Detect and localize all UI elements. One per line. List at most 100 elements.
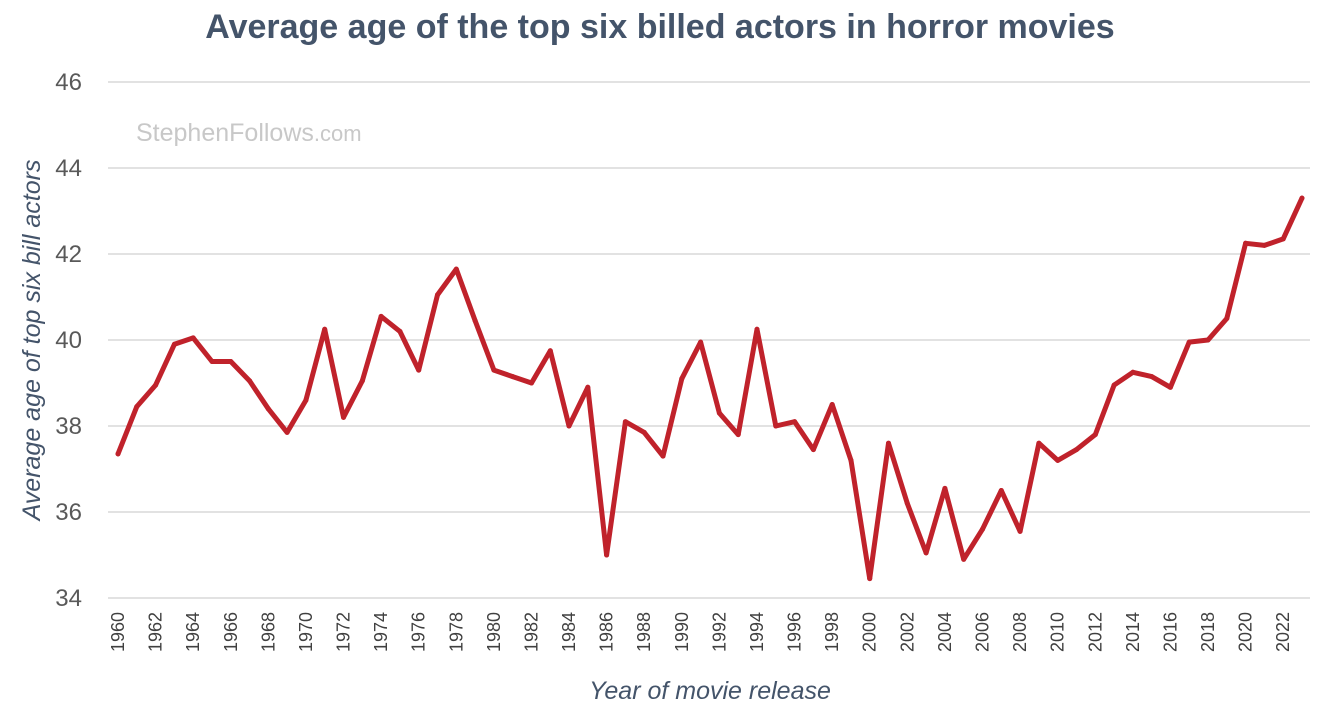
x-tick-label: 1996 [785, 612, 805, 652]
data-point [810, 447, 816, 453]
data-point [1130, 369, 1136, 375]
x-tick-label: 2018 [1198, 612, 1218, 652]
data-point [1111, 382, 1117, 388]
data-point [228, 359, 234, 364]
y-axis-ticks: 34 36 38 40 42 44 46 [55, 69, 82, 612]
gridlines [108, 81, 1310, 599]
x-tick-label: 1976 [409, 612, 429, 652]
data-point [1186, 339, 1192, 345]
data-point [848, 457, 854, 463]
y-axis-label: Average age of top six bill actors [18, 160, 46, 523]
data-point [829, 402, 835, 407]
data-point [284, 429, 290, 435]
x-tick-label: 1964 [183, 612, 203, 652]
x-tick-label: 1980 [484, 612, 504, 652]
x-tick-label: 1968 [258, 612, 278, 652]
data-point [1299, 195, 1305, 201]
x-tick-label: 1962 [146, 612, 166, 652]
data-point [1243, 240, 1249, 246]
data-point [566, 423, 572, 429]
data-point [1074, 447, 1079, 453]
data-point [773, 423, 779, 429]
data-point [247, 378, 253, 384]
x-tick-label: 1988 [634, 612, 654, 652]
x-tick-label: 1974 [371, 612, 391, 652]
data-point [359, 378, 365, 384]
data-point [622, 419, 628, 425]
y-tick-label: 36 [55, 499, 82, 526]
data-point [998, 488, 1004, 493]
data-point [153, 382, 159, 388]
x-tick-label: 1978 [446, 612, 466, 652]
data-point [529, 380, 534, 386]
data-point [1149, 374, 1155, 380]
x-tick-label: 2008 [1010, 612, 1030, 652]
data-point [1055, 457, 1061, 463]
data-point [510, 374, 516, 380]
data-point [341, 414, 346, 420]
x-tick-label: 1990 [672, 612, 692, 652]
watermark-main: StephenFollows [136, 119, 314, 147]
x-tick-label: 1986 [597, 612, 617, 652]
data-point [472, 318, 478, 324]
data-point [980, 526, 985, 532]
x-tick-label: 1984 [559, 612, 579, 652]
data-point [1017, 528, 1023, 534]
data-point [1205, 337, 1211, 343]
watermark: StephenFollows.com [136, 119, 362, 147]
x-tick-label: 1992 [709, 612, 729, 652]
data-point [547, 348, 553, 354]
data-point [1092, 432, 1098, 438]
data-point [604, 552, 610, 558]
data-point [660, 453, 666, 459]
x-tick-label: 1970 [296, 612, 316, 652]
x-tick-label: 2006 [973, 612, 993, 652]
data-point [641, 429, 647, 435]
x-tick-label: 1972 [334, 612, 354, 652]
x-tick-label: 2020 [1236, 612, 1256, 652]
data-point [453, 266, 459, 272]
data-point [923, 550, 929, 556]
x-tick-label: 2010 [1048, 612, 1068, 652]
data-point [735, 432, 741, 438]
x-tick-label: 1960 [108, 612, 128, 652]
data-point [867, 576, 873, 582]
series-layer [115, 195, 1305, 582]
data-point [265, 406, 271, 412]
data-point [1224, 316, 1230, 321]
watermark-suffix: .com [314, 121, 362, 146]
data-point [961, 556, 967, 562]
data-point [134, 404, 140, 410]
data-point [190, 335, 196, 341]
x-tick-label: 2016 [1160, 612, 1180, 652]
data-point [416, 367, 422, 373]
data-point [679, 376, 685, 382]
data-point [397, 328, 403, 334]
data-points [115, 195, 1305, 582]
data-point [1280, 236, 1286, 242]
data-point [115, 451, 121, 457]
data-point [904, 500, 910, 506]
y-tick-label: 46 [55, 69, 82, 96]
chart-title: Average age of the top six billed actors… [205, 8, 1114, 46]
data-point [698, 339, 704, 345]
x-tick-label: 1994 [747, 612, 767, 652]
y-tick-label: 40 [55, 327, 82, 354]
data-point [1167, 384, 1173, 390]
x-axis-label: Year of movie release [589, 677, 831, 705]
data-point [209, 359, 215, 364]
x-tick-label: 2002 [897, 612, 917, 652]
data-point [435, 292, 440, 298]
data-point [1036, 440, 1042, 446]
data-point [303, 397, 309, 403]
data-point [754, 326, 760, 332]
data-point [792, 419, 798, 425]
y-tick-label: 44 [55, 155, 82, 182]
data-point [171, 341, 177, 347]
data-point [942, 485, 948, 491]
x-tick-label: 1998 [822, 612, 842, 652]
data-point [322, 326, 328, 332]
x-tick-label: 2014 [1123, 612, 1143, 652]
